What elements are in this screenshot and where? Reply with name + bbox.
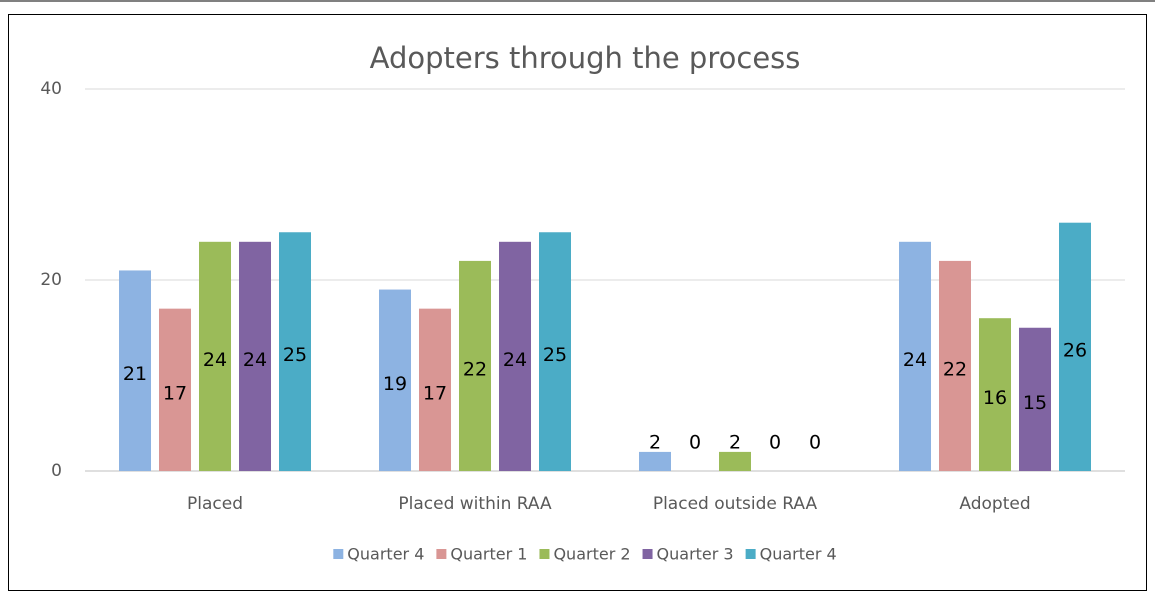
legend-swatch	[745, 549, 756, 559]
bar	[159, 308, 191, 471]
chart-title: Adopters through the process	[370, 41, 801, 75]
data-label: 25	[283, 344, 307, 366]
y-tick-label: 40	[40, 79, 62, 99]
bar	[939, 260, 971, 471]
legend-label: Quarter 1	[450, 545, 527, 564]
data-label: 24	[903, 349, 927, 371]
legend-swatch	[436, 549, 447, 559]
legend-swatch	[642, 549, 653, 559]
x-tick-label: Adopted	[959, 494, 1030, 514]
bar	[119, 270, 151, 471]
data-label: 19	[383, 373, 407, 395]
data-label: 24	[203, 349, 227, 371]
x-tick-label: Placed within RAA	[398, 494, 552, 514]
bar	[279, 232, 311, 471]
bar	[419, 308, 451, 471]
x-tick-label: Placed outside RAA	[653, 494, 818, 514]
data-label: 16	[983, 387, 1007, 409]
y-tick-label: 0	[51, 461, 62, 481]
bar	[539, 232, 571, 471]
bar	[239, 241, 271, 471]
bar	[459, 260, 491, 471]
bar	[499, 241, 531, 471]
legend-swatch	[539, 549, 550, 559]
data-label: 25	[543, 344, 567, 366]
legend-label: Quarter 2	[553, 545, 630, 564]
data-label: 26	[1063, 339, 1087, 361]
data-label: 17	[423, 382, 447, 404]
data-label: 22	[463, 358, 487, 380]
bar	[1019, 327, 1051, 471]
legend-label: Quarter 4	[347, 545, 424, 564]
bar	[639, 451, 671, 471]
data-label: 2	[729, 432, 741, 454]
y-tick-label: 20	[40, 270, 62, 290]
bar	[1059, 222, 1091, 471]
legend-label: Quarter 4	[760, 545, 837, 564]
legend-swatch	[333, 549, 344, 559]
bar	[379, 289, 411, 471]
data-label: 0	[689, 432, 701, 454]
legend-label: Quarter 3	[657, 545, 734, 564]
data-label: 0	[809, 432, 821, 454]
data-label: 24	[243, 349, 267, 371]
data-label: 0	[769, 432, 781, 454]
data-label: 15	[1023, 392, 1047, 414]
bar	[979, 318, 1011, 471]
data-label: 2	[649, 432, 661, 454]
bar	[199, 241, 231, 471]
data-label: 22	[943, 358, 967, 380]
bar	[719, 451, 751, 471]
data-label: 21	[123, 363, 147, 385]
data-label: 24	[503, 349, 527, 371]
data-label: 17	[163, 382, 187, 404]
bar	[899, 241, 931, 471]
x-tick-label: Placed	[187, 494, 243, 514]
